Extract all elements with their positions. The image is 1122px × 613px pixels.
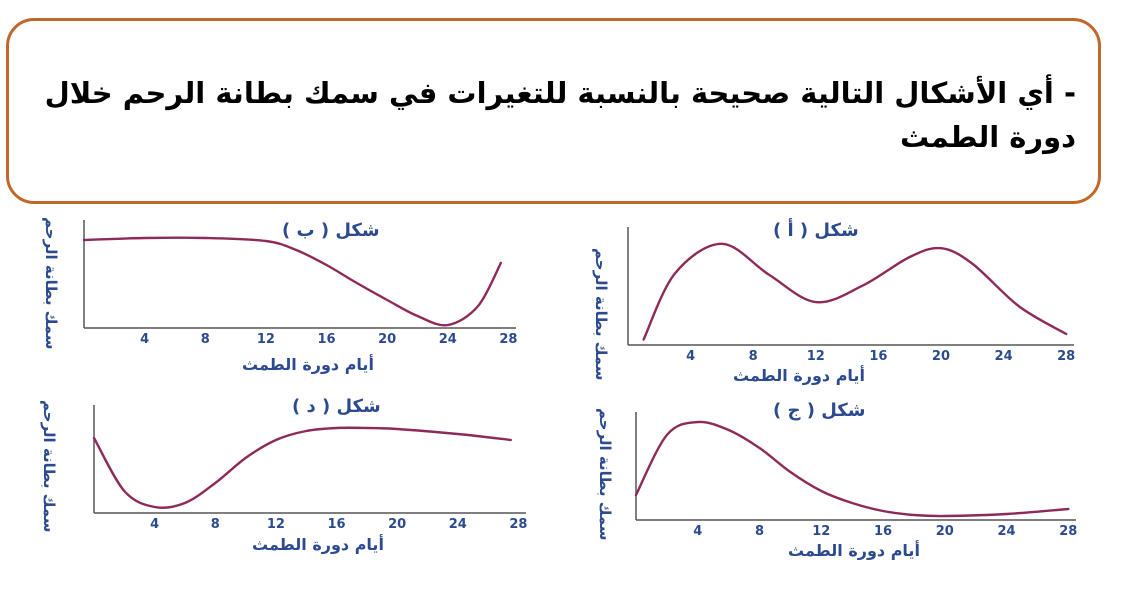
x-tick-label: 4 bbox=[686, 349, 696, 364]
chart-b: شكل ( ب ) أيام دورة الطمث سمك بطانة الرح… bbox=[32, 215, 542, 390]
y-axis-label: سمك بطانة الرحم bbox=[40, 400, 58, 533]
x-tick-label: 4 bbox=[693, 524, 703, 539]
x-tick-label: 28 bbox=[499, 332, 518, 347]
y-axis-label: سمك بطانة الرحم bbox=[592, 248, 610, 381]
y-axis-label: سمك بطانة الرحم bbox=[596, 408, 614, 541]
chart-d: شكل ( د ) أيام دورة الطمث سمك بطانة الرح… bbox=[32, 390, 542, 565]
chart-title: شكل ( ج ) bbox=[773, 400, 866, 421]
y-axis-label: سمك بطانة الرحم bbox=[42, 217, 60, 350]
x-tick-label: 12 bbox=[812, 524, 831, 539]
series-line bbox=[92, 426, 512, 509]
x-tick-label: 28 bbox=[1059, 524, 1078, 539]
x-axis-label: أيام دورة الطمث bbox=[733, 366, 865, 385]
chart-title: شكل ( د ) bbox=[292, 396, 381, 417]
chart-plot bbox=[82, 220, 516, 329]
x-tick-label: 8 bbox=[210, 517, 220, 532]
x-tick-label: 20 bbox=[378, 332, 397, 347]
x-tick-label: 8 bbox=[754, 524, 765, 539]
x-tick-label: 20 bbox=[931, 349, 951, 364]
x-tick-label: 24 bbox=[448, 517, 467, 532]
x-tick-label: 8 bbox=[748, 349, 758, 364]
series-line bbox=[634, 420, 1070, 518]
x-tick-label: 20 bbox=[935, 524, 954, 539]
chart-plot bbox=[92, 405, 526, 514]
x-tick-label: 28 bbox=[509, 517, 528, 532]
question-text: - أي الأشكال التالية صحيحة بالنسبة للتغي… bbox=[36, 71, 1076, 159]
x-tick-label: 12 bbox=[806, 349, 825, 364]
x-tick-label: 12 bbox=[266, 517, 285, 532]
chart-c: شكل ( ج ) أيام دورة الطمث سمك بطانة الرح… bbox=[588, 396, 1088, 576]
x-tick-label: 28 bbox=[1057, 349, 1076, 364]
x-tick-label: 8 bbox=[200, 332, 210, 347]
x-tick-label: 24 bbox=[438, 332, 457, 347]
series-line bbox=[82, 236, 502, 327]
x-tick-label: 16 bbox=[317, 332, 336, 347]
question-line-2: دورة الطمث bbox=[899, 120, 1076, 154]
x-axis-label: أيام دورة الطمث bbox=[242, 355, 374, 374]
chart-title: شكل ( أ ) bbox=[773, 220, 859, 241]
x-tick-label: 12 bbox=[256, 332, 275, 347]
chart-title: شكل ( ب ) bbox=[282, 220, 380, 241]
question-line-1: - أي الأشكال التالية صحيحة بالنسبة للتغي… bbox=[44, 76, 1076, 110]
x-tick-label: 16 bbox=[327, 517, 346, 532]
series-line bbox=[642, 242, 1068, 341]
chart-plot bbox=[634, 412, 1076, 521]
x-tick-label: 24 bbox=[994, 349, 1013, 364]
x-tick-label: 20 bbox=[388, 517, 407, 532]
chart-a: شكل ( أ ) أيام دورة الطمث سمك بطانة الرح… bbox=[588, 218, 1088, 393]
x-tick-label: 4 bbox=[140, 332, 150, 347]
question-box: - أي الأشكال التالية صحيحة بالنسبة للتغي… bbox=[6, 18, 1101, 204]
x-tick-label: 16 bbox=[873, 524, 893, 539]
x-tick-label: 4 bbox=[150, 517, 160, 532]
x-axis-label: أيام دورة الطمث bbox=[788, 541, 920, 560]
x-axis-label: أيام دورة الطمث bbox=[252, 535, 384, 554]
chart-plot bbox=[627, 227, 1074, 346]
x-tick-label: 24 bbox=[997, 524, 1016, 539]
x-tick-label: 16 bbox=[869, 349, 888, 364]
